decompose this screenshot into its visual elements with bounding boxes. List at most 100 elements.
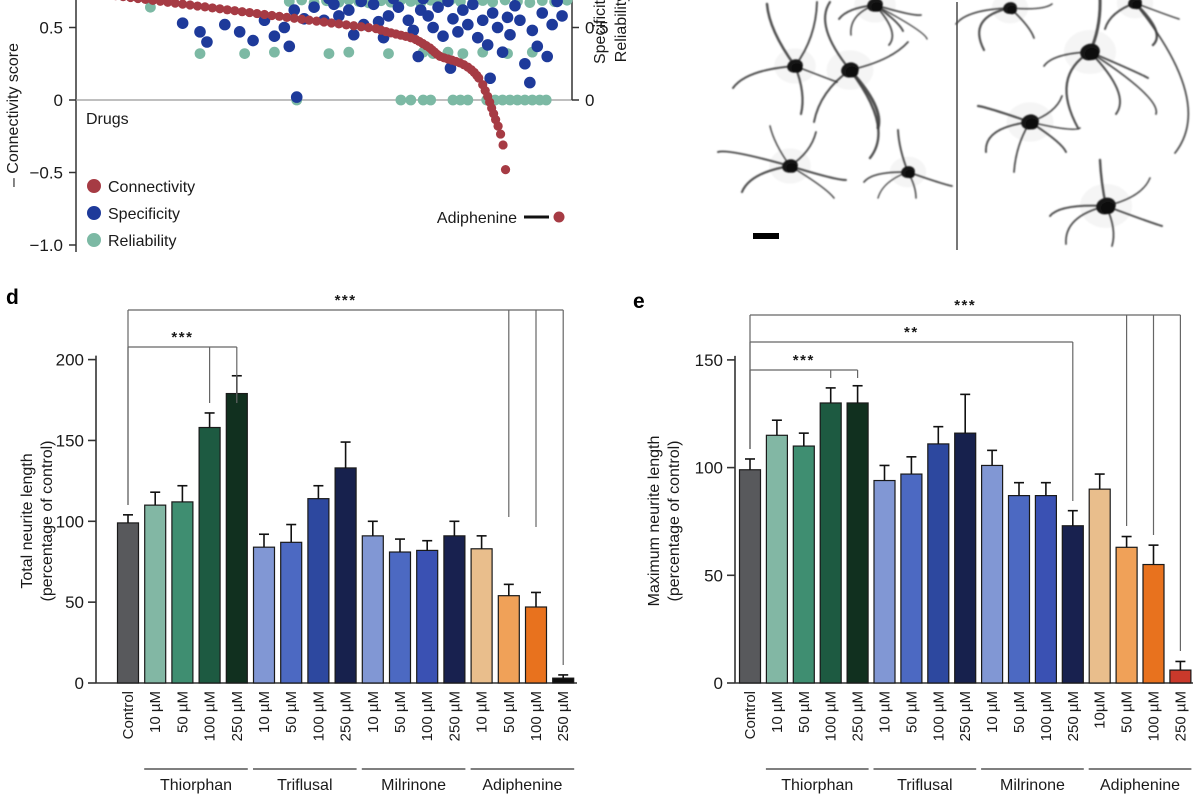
connectivity-scatter-panel: 0.5 0 −0.5 −1.0 0.5 0 – Connectivity score Spec…	[5, 0, 630, 255]
specificity-point	[290, 91, 303, 103]
connectivity-point	[364, 23, 374, 33]
specificity-point	[551, 0, 563, 8]
x-tick-label: 10 µM	[256, 691, 273, 733]
connectivity-point	[155, 0, 165, 6]
y-tick-label: 50	[65, 593, 84, 612]
y-axis-title: Total neurite length	[19, 453, 36, 588]
x-tick-label: 100 µM	[930, 691, 947, 741]
x-tick-label: 50 µM	[501, 691, 518, 733]
x-tick-label: 100 µM	[1146, 691, 1163, 741]
connectivity-point	[215, 4, 225, 14]
reliability-point	[405, 0, 417, 7]
neurite	[978, 6, 1012, 52]
legend-label: Connectivity	[108, 179, 195, 196]
bar-250 µM	[1169, 669, 1192, 684]
specificity-point	[427, 21, 439, 34]
connectivity-point	[493, 121, 503, 131]
x-tick-label: Control	[120, 691, 137, 739]
x-tick-label: 10 µM	[147, 691, 164, 733]
reliability-point	[487, 0, 499, 8]
specificity-point	[541, 50, 553, 63]
x-tick-label: 250 µM	[229, 691, 246, 741]
connectivity-point	[148, 0, 158, 5]
specificity-point	[531, 40, 544, 53]
connectivity-point	[207, 3, 217, 13]
adiphenine-annotation-label: Adiphenine	[437, 210, 517, 227]
bar-10 µM	[980, 464, 1004, 684]
connectivity-point	[319, 17, 329, 27]
scale-bar	[753, 233, 779, 239]
x-tick-label: 50 µM	[1119, 691, 1136, 733]
y-tick-label: 0.5	[39, 19, 63, 38]
specificity-point	[247, 34, 259, 47]
bar-50 µM	[792, 445, 815, 684]
bar-250 µM	[225, 392, 248, 684]
x-tick-label: 50 µM	[392, 691, 409, 733]
group-label: Thiorphan	[781, 777, 853, 794]
bar-100 µM	[819, 402, 842, 684]
connectivity-point	[222, 5, 232, 15]
x-tick-label: 10µM	[1092, 691, 1109, 729]
significance-stars: ***	[954, 297, 976, 314]
connectivity-point	[498, 140, 508, 150]
specificity-point	[333, 10, 345, 22]
connectivity-point	[356, 22, 366, 32]
specificity-point	[283, 40, 296, 53]
significance-stars: **	[904, 324, 919, 341]
neurite	[824, 0, 852, 72]
specificity-point	[471, 31, 484, 44]
legend-swatch-connectivity	[87, 179, 101, 193]
bar-10 µM	[470, 548, 493, 684]
x-tick-label: 250 µM	[1172, 691, 1189, 741]
specificity-point	[268, 30, 281, 42]
connectivity-point	[474, 73, 484, 83]
y-tick-label: 100	[56, 512, 84, 531]
x-tick-label: 250 µM	[446, 691, 463, 741]
neuron-soma	[1132, 0, 1142, 10]
group-label: Triflusal	[897, 777, 952, 794]
connectivity-point	[163, 0, 173, 7]
reliability-point	[512, 94, 523, 106]
significance-stars: ***	[335, 292, 357, 309]
connectivity-point	[230, 6, 240, 16]
y-axis-title: (percentage of control)	[39, 441, 56, 602]
x-tick-label: 10 µM	[877, 691, 894, 733]
neuron-image	[732, 1, 838, 116]
connectivity-point	[133, 0, 143, 4]
connectivity-point	[237, 7, 247, 17]
specificity-point	[491, 21, 504, 34]
y-tick-label: 0	[75, 674, 84, 693]
reliability-point	[194, 48, 206, 59]
legend-swatch-specificity	[87, 206, 101, 220]
x-tick-label: 10 µM	[474, 691, 491, 733]
connectivity-point	[200, 2, 210, 12]
specificity-point	[467, 0, 479, 11]
x-tick-label: 100 µM	[1038, 691, 1055, 741]
specificity-point	[447, 12, 459, 25]
specificity-point	[382, 10, 395, 22]
y-tick-label: 50	[704, 566, 723, 585]
y-tick-label: 0	[585, 91, 594, 110]
specificity-point	[452, 26, 464, 38]
x-tick-label: Control	[742, 691, 759, 739]
reliability-point	[457, 48, 469, 59]
reliability-point	[239, 48, 251, 59]
specificity-point	[417, 0, 429, 5]
x-tick-label: 10 µM	[984, 691, 1001, 733]
reliability-point	[343, 46, 355, 58]
specificity-point	[476, 14, 489, 27]
reliability-point	[447, 94, 459, 106]
y-tick-label: 150	[695, 351, 723, 370]
significance-stars: ***	[793, 352, 815, 369]
connectivity-point	[267, 10, 277, 21]
y-tick-label: 0	[714, 674, 723, 693]
neurite	[874, 4, 928, 40]
legend-swatch-reliability	[87, 233, 101, 247]
connectivity-point	[326, 18, 337, 28]
specificity-point	[504, 28, 516, 41]
connectivity-point	[289, 13, 299, 23]
bar-10 µM	[252, 546, 276, 684]
significance-stars: ***	[171, 329, 193, 346]
specificity-point	[233, 26, 246, 38]
